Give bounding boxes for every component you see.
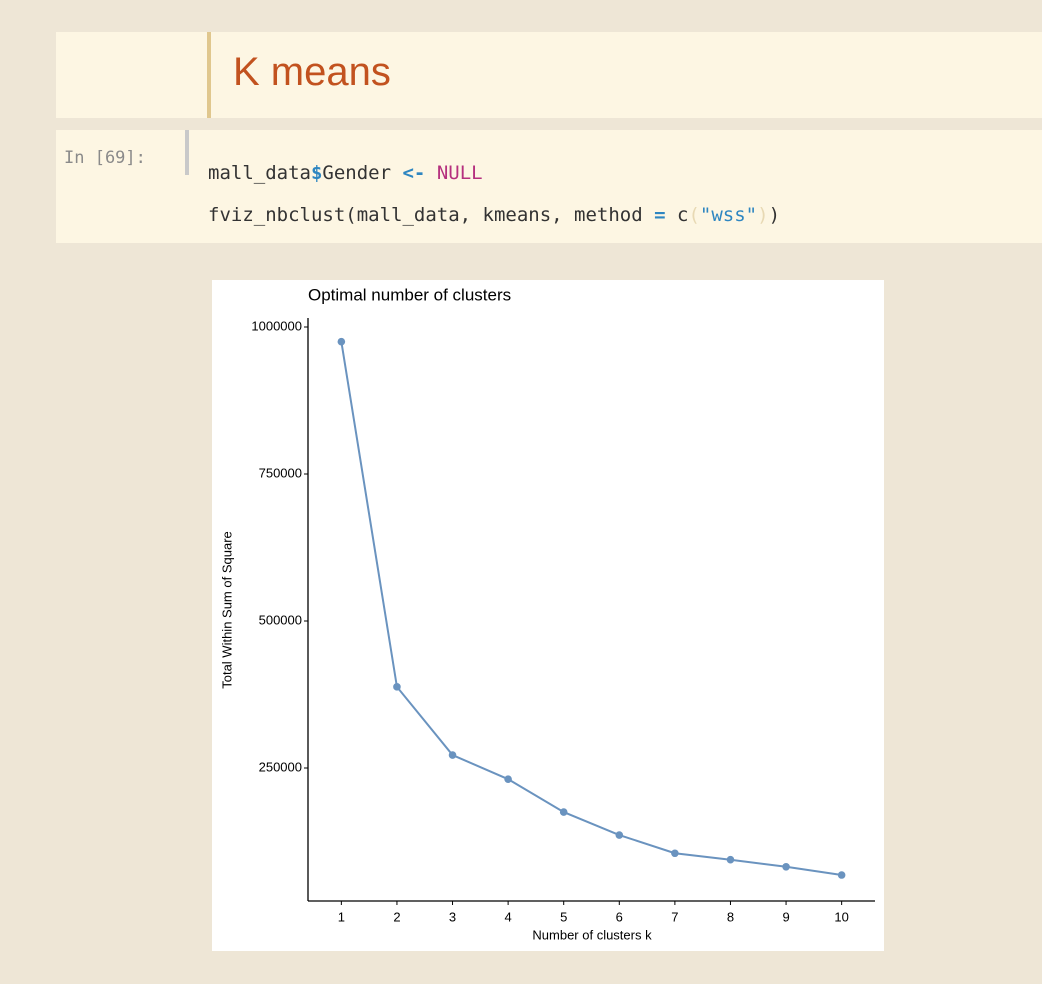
code-token: $ (310, 162, 323, 184)
prompt: In [69]: (64, 148, 146, 168)
code-token: <- (402, 162, 426, 184)
x-axis-label: Number of clusters k (532, 927, 652, 942)
heading: K means (233, 50, 391, 94)
data-point (726, 855, 735, 864)
series-line (340, 341, 842, 876)
code-token: ) (757, 204, 769, 226)
data-point (504, 775, 512, 783)
y-tick-label: 500000 (259, 612, 302, 627)
y-tick-label: 250000 (259, 759, 302, 774)
code-token: NULL (425, 162, 483, 184)
x-tick-label: 9 (782, 909, 789, 924)
cell-border (207, 32, 211, 118)
y-tick-label: 750000 (259, 465, 302, 480)
x-tick-label: 10 (834, 909, 848, 924)
code-cell[interactable]: In [69]: mall_data$Gender <- NULL fviz_nb… (56, 130, 1042, 243)
code-line: fviz_nbclust(mall_data, kmeans, method =… (208, 194, 780, 236)
data-point (837, 871, 846, 879)
code: mall_data$Gender <- NULL fviz_nbclust(mal… (208, 152, 780, 236)
data-point (448, 751, 457, 759)
x-tick-label: 1 (338, 909, 345, 924)
x-tick-label: 3 (449, 909, 456, 924)
x-tick-label: 6 (616, 909, 623, 924)
x-tick-label: 4 (505, 909, 512, 924)
code-token: Gender (322, 162, 403, 184)
y-axis-label: Total Within Sum of Square (219, 531, 234, 689)
code-token: ) (768, 204, 781, 226)
code-token: fviz_nbclust(mall_data, kmeans, method (208, 204, 655, 226)
data-point (337, 337, 346, 346)
code-token: ( (688, 204, 700, 226)
code-token: = (654, 204, 666, 226)
code-token: mall_data (208, 162, 311, 184)
y-tick-label: 1000000 (251, 318, 302, 333)
code-token: c (665, 204, 689, 226)
x-tick-label: 2 (393, 909, 400, 924)
x-tick-label: 7 (671, 909, 678, 924)
code-token: "wss" (699, 204, 758, 226)
x-tick-label: 8 (727, 909, 734, 924)
chart-title: Optimal number of clusters (308, 285, 511, 304)
data-point (782, 862, 790, 871)
data-point (393, 683, 401, 691)
prompt-bar (185, 130, 189, 175)
data-point (671, 849, 679, 858)
data-point (615, 831, 624, 839)
data-point (559, 808, 568, 816)
markdown-cell: K means (56, 32, 1042, 118)
chart-background (212, 280, 884, 951)
code-line: mall_data$Gender <- NULL (208, 152, 780, 194)
x-tick-label: 5 (560, 909, 567, 924)
chart: Optimal number of clusters Number of clu… (212, 280, 884, 951)
